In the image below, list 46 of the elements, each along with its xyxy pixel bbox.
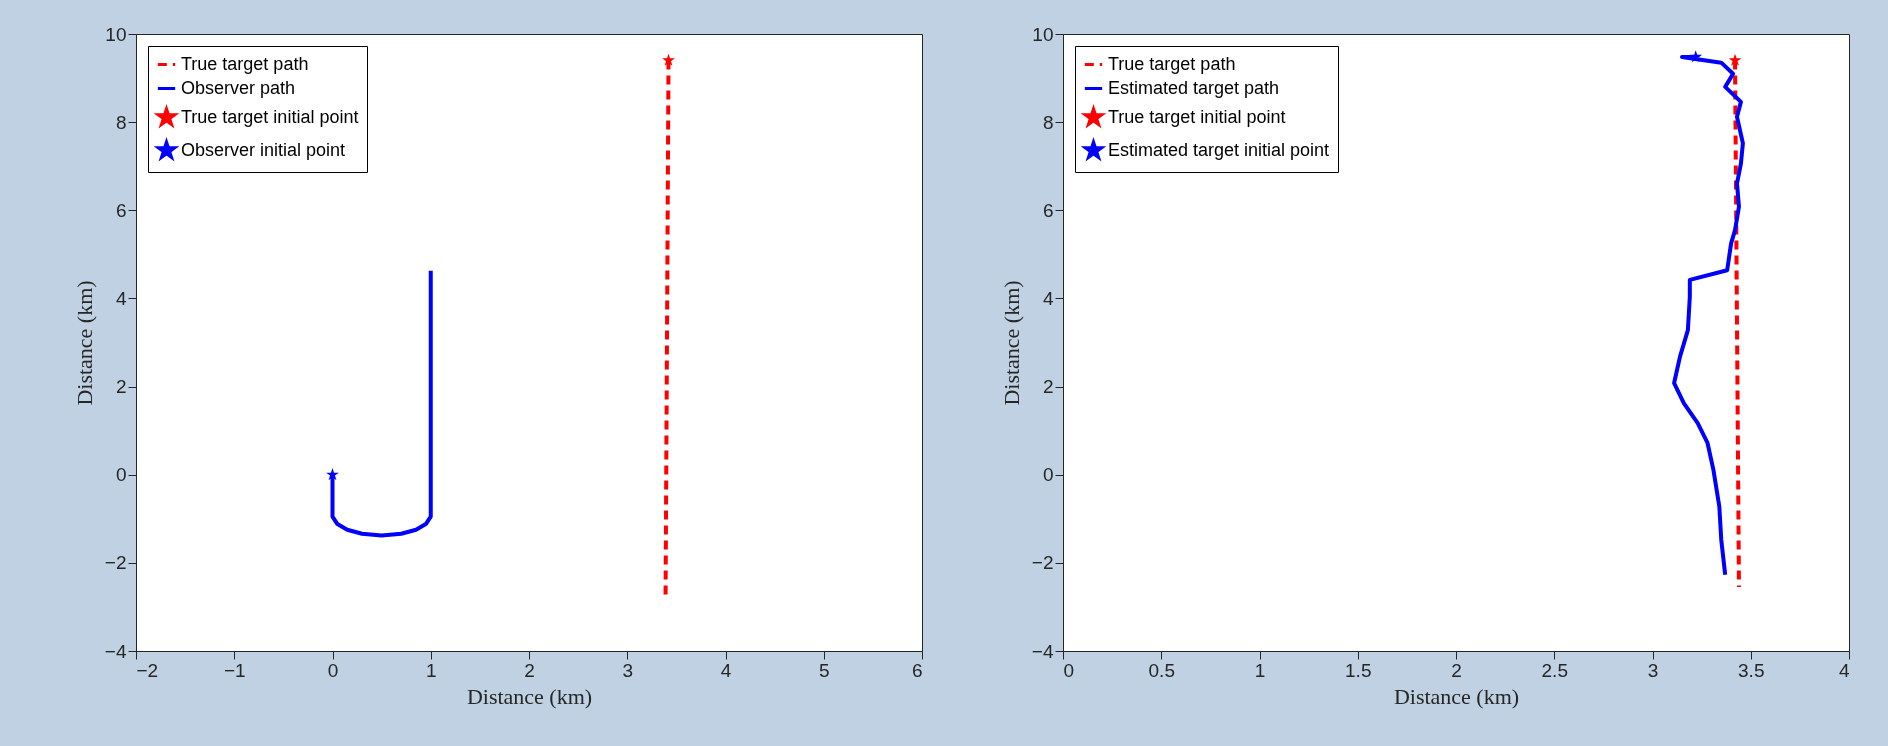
x-tick-label: −2 (136, 659, 159, 681)
y-tick-label: 0 (1042, 464, 1054, 486)
y-tick-label: 2 (1042, 376, 1054, 398)
y-tick-label: −2 (104, 552, 127, 574)
legend-label: True target initial point (181, 106, 359, 127)
x-tick-label: 4 (1838, 659, 1850, 681)
y-axis-title: Distance (km) (998, 280, 1024, 406)
x-tick-label: 1 (1254, 659, 1266, 681)
y-tick-label: 2 (115, 376, 127, 398)
legend-label: True target path (181, 53, 309, 74)
y-tick-label: 6 (1042, 199, 1054, 221)
y-tick-label: 6 (115, 199, 127, 221)
x-tick-label: 1.5 (1345, 659, 1372, 681)
y-tick-label: −4 (1031, 640, 1054, 662)
x-tick-label: 2 (524, 659, 535, 681)
x-tick-label: 3 (622, 659, 634, 681)
x-tick-label: 0 (327, 659, 339, 681)
y-tick-label: 10 (1032, 23, 1054, 45)
y-tick-label: 4 (115, 287, 127, 309)
x-axis-title: Distance (km) (1393, 683, 1520, 709)
x-tick-label: 5 (818, 659, 830, 681)
legend-label: Observer path (181, 77, 296, 98)
y-tick-label: 8 (1042, 111, 1054, 133)
legend-label: Observer initial point (181, 139, 346, 160)
legend-label: True target initial point (1108, 106, 1286, 127)
x-tick-label: 1 (425, 659, 437, 681)
x-tick-label: 0 (1063, 659, 1075, 681)
x-tick-label: 4 (720, 659, 732, 681)
y-axis-title: Distance (km) (71, 280, 97, 406)
legend-label: True target path (1108, 53, 1236, 74)
y-tick-label: 0 (115, 464, 127, 486)
x-tick-label: 0.5 (1148, 659, 1175, 681)
x-tick-label: 3.5 (1738, 659, 1765, 681)
x-tick-label: 2 (1451, 659, 1462, 681)
y-tick-label: 4 (1042, 287, 1054, 309)
y-tick-label: 10 (105, 23, 127, 45)
y-tick-label: −4 (104, 640, 127, 662)
y-tick-label: −2 (1031, 552, 1054, 574)
legend-label: Estimated target initial point (1108, 139, 1330, 160)
x-tick-label: 6 (911, 659, 923, 681)
x-axis-title: Distance (km) (466, 683, 593, 709)
y-tick-label: 8 (115, 111, 127, 133)
x-tick-label: 3 (1647, 659, 1659, 681)
x-tick-label: −1 (223, 659, 246, 681)
x-tick-label: 2.5 (1541, 659, 1568, 681)
legend-label: Estimated target path (1108, 77, 1280, 98)
